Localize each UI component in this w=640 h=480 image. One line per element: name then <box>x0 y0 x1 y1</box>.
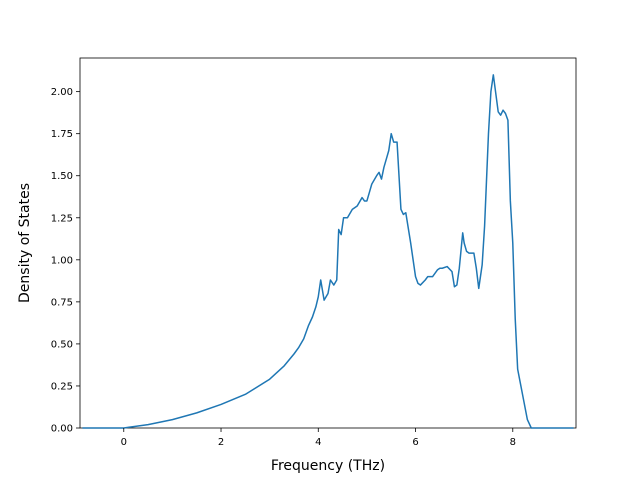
axes-frame <box>79 57 577 429</box>
y-axis-label: Density of States <box>17 183 33 303</box>
x-tick-label: 2 <box>218 437 224 448</box>
x-tick-label: 0 <box>121 437 127 448</box>
y-tick-label: 0.25 <box>51 381 73 392</box>
y-tick-label: 1.50 <box>51 171 73 182</box>
plot-area <box>79 57 577 429</box>
y-axis: 0.00 0.25 0.50 0.75 1.00 1.25 1.50 1.75 2.00 <box>51 87 80 435</box>
x-axis-label: Frequency (THz) <box>271 458 385 474</box>
y-tick-label: 1.00 <box>51 255 73 266</box>
y-tick-label: 0.00 <box>51 424 73 435</box>
x-tick-label: 4 <box>315 437 321 448</box>
y-tick-label: 2.00 <box>51 87 73 98</box>
y-tick-label: 0.75 <box>51 297 73 308</box>
y-tick-label: 0.50 <box>51 339 73 350</box>
y-tick-label: 1.75 <box>51 129 73 140</box>
x-tick-label: 6 <box>412 437 418 448</box>
y-tick-label: 1.25 <box>51 213 73 224</box>
x-tick-label: 8 <box>510 437 516 448</box>
series-line-dos <box>82 74 574 429</box>
x-axis: 0 2 4 6 8 <box>121 428 516 448</box>
